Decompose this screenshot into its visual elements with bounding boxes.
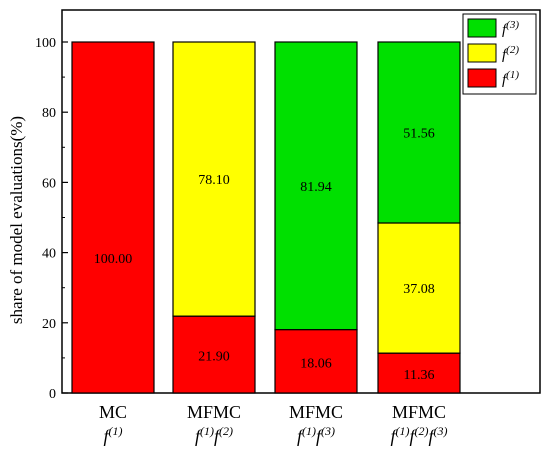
y-tick-label: 40 (42, 247, 56, 262)
category-models-label: f(1)f(2)f(3) (390, 424, 447, 446)
bar-segment (377, 222, 461, 354)
bar-segment (71, 41, 155, 394)
y-axis-label: share of model evaluations(%) (7, 116, 26, 324)
category-models-label: f(1) (103, 424, 122, 446)
bar-value-label: 78.10 (198, 173, 230, 188)
y-axis: 0 20 40 60 80 100 (35, 36, 68, 402)
bar-value-label: 51.56 (403, 126, 435, 141)
bars-layer: 100.00 21.90 78.10 18.06 81.94 11.36 37.08 51.5… (71, 41, 461, 394)
y-tick-label: 100 (35, 36, 56, 51)
x-axis-categories: MCf(1)MFMCf(1)f(2)MFMCf(1)f(3)MFMCf(1)f(… (99, 402, 448, 446)
legend-swatch (467, 18, 497, 38)
y-tick-label: 0 (49, 387, 56, 402)
legend-entry: f(2) (502, 44, 519, 63)
bar-value-label: 21.90 (198, 350, 230, 365)
category-models-label: f(1)f(2) (195, 424, 233, 446)
legend: f(3) f(2) f(1) (462, 13, 537, 95)
bar-value-label: 100.00 (94, 252, 133, 267)
category-models-label: f(1)f(3) (297, 424, 335, 446)
bar-segment (172, 41, 256, 317)
bar-value-label: 18.06 (300, 356, 332, 371)
y-tick-label: 80 (42, 106, 56, 121)
category-label: MFMC (392, 402, 446, 422)
legend-entry: f(1) (502, 69, 519, 88)
bar-segment (274, 41, 358, 331)
y-tick-label: 60 (42, 176, 56, 191)
category-label: MFMC (289, 402, 343, 422)
bar-segment (377, 352, 461, 394)
category-label: MC (99, 402, 127, 422)
legend-swatch (467, 68, 497, 88)
bar-value-label: 37.08 (403, 282, 435, 297)
category-label: MFMC (187, 402, 241, 422)
bar-segment (377, 41, 461, 224)
bar-value-label: 11.36 (404, 368, 435, 383)
bar-value-label: 81.94 (300, 180, 332, 195)
legend-entry: f(3) (502, 19, 519, 38)
bar-segment (172, 315, 256, 394)
legend-swatch (467, 43, 497, 63)
y-tick-label: 20 (42, 317, 56, 332)
